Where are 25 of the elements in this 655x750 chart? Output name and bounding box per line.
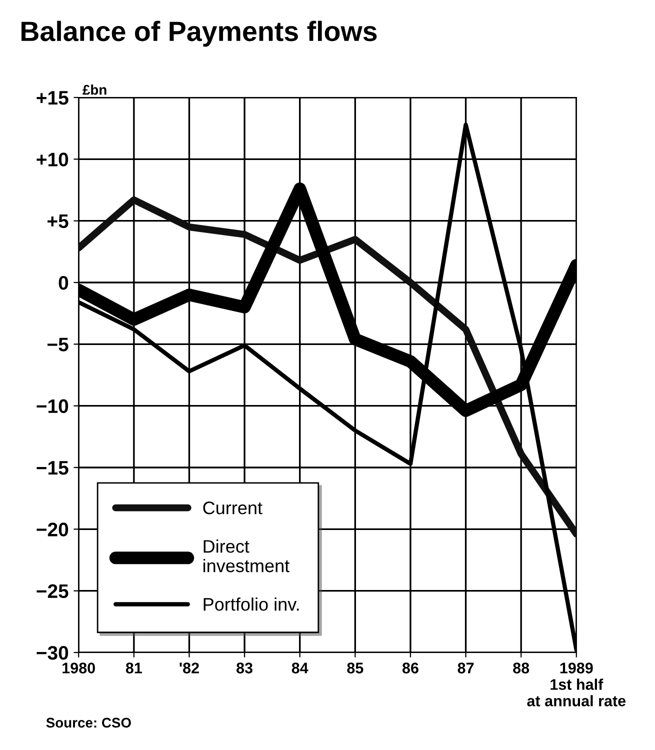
source-note: Source: CSO	[46, 718, 131, 728]
x-tick-label: 88	[513, 662, 530, 674]
x-tick-label: '82	[180, 662, 199, 674]
x-tick-label: 84	[292, 662, 308, 674]
legend-label: Current	[203, 502, 262, 514]
y-tick-label: −5	[48, 338, 68, 352]
x-tick-label: 81	[126, 662, 142, 674]
legend-label: Direct investment	[204, 540, 290, 572]
y-tick-label: −25	[36, 584, 68, 598]
y-tick-label: +5	[48, 214, 68, 228]
y-tick-label: −10	[36, 399, 68, 414]
y-tick-label: +15	[36, 91, 68, 105]
y-tick-label: −20	[36, 522, 68, 536]
y-tick-label: −30	[36, 646, 68, 660]
y-tick-label: −15	[36, 461, 68, 475]
y-tick-label: 0	[58, 276, 68, 290]
x-tick-label: 83	[236, 662, 252, 674]
chart-title: Balance of Payments flows	[22, 20, 377, 47]
legend-label: Portfolio inv.	[204, 597, 299, 611]
x-tick-label: 87	[458, 662, 474, 674]
y-tick-label: +10	[36, 152, 68, 166]
y-axis-title: £bn	[82, 84, 106, 95]
x-tick-label: 85	[347, 662, 364, 674]
x-tick-label: 86	[402, 662, 418, 674]
x-tick-label: 1980	[62, 662, 95, 674]
